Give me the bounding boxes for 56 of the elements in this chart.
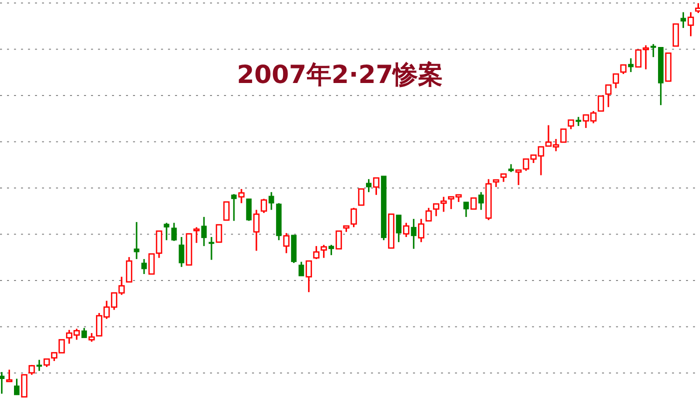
candlestick	[201, 216, 207, 247]
candlestick	[576, 116, 582, 127]
candlestick	[238, 188, 245, 204]
candlestick	[260, 198, 268, 214]
candlestick	[328, 244, 334, 256]
candlestick	[134, 221, 140, 260]
candlestick	[688, 11, 694, 37]
candlestick	[470, 197, 477, 210]
candlestick	[141, 258, 147, 275]
candlestick	[21, 374, 28, 398]
candlestick	[164, 222, 170, 241]
candlestick	[515, 169, 522, 186]
candlestick	[350, 207, 357, 228]
candlestick	[0, 371, 5, 394]
candlestick	[193, 226, 200, 244]
candlestick	[283, 232, 290, 254]
candlestick	[628, 58, 634, 73]
candlestick	[672, 23, 679, 47]
candlestick	[208, 236, 214, 261]
candlestick	[313, 245, 320, 260]
candlestick	[178, 236, 184, 268]
candlestick	[605, 84, 612, 108]
candlestick	[320, 244, 327, 259]
candlestick	[366, 178, 372, 193]
candlestick	[246, 198, 252, 222]
candlestick	[36, 359, 42, 372]
candlestick	[126, 256, 132, 283]
candlestick	[612, 73, 620, 89]
candlestick	[223, 201, 230, 221]
candlestick	[463, 201, 469, 218]
text: 2007年2·27惨案	[236, 59, 444, 91]
candlestick	[403, 222, 410, 238]
candlestick	[171, 222, 177, 242]
candlestick	[598, 95, 604, 112]
candlestick	[216, 224, 222, 243]
candlestick	[478, 191, 484, 211]
candlestick	[650, 43, 656, 58]
candlestick	[306, 260, 312, 293]
candlestick	[620, 64, 627, 75]
candlestick	[396, 214, 402, 243]
candlestick	[680, 11, 686, 29]
candlestick	[231, 193, 237, 222]
candlestick	[253, 209, 260, 252]
candlestick	[373, 177, 380, 196]
candlestick	[14, 378, 20, 396]
candlestick	[426, 207, 432, 222]
candlestick	[410, 218, 416, 250]
candlestick	[358, 188, 364, 206]
candlestick	[418, 218, 424, 243]
candlestick	[298, 261, 304, 277]
candlestick	[6, 368, 12, 383]
candlestick	[568, 119, 574, 130]
candlestick	[336, 230, 342, 250]
candlestick	[268, 191, 274, 211]
candlestick	[560, 128, 567, 143]
candlestick	[81, 327, 87, 339]
